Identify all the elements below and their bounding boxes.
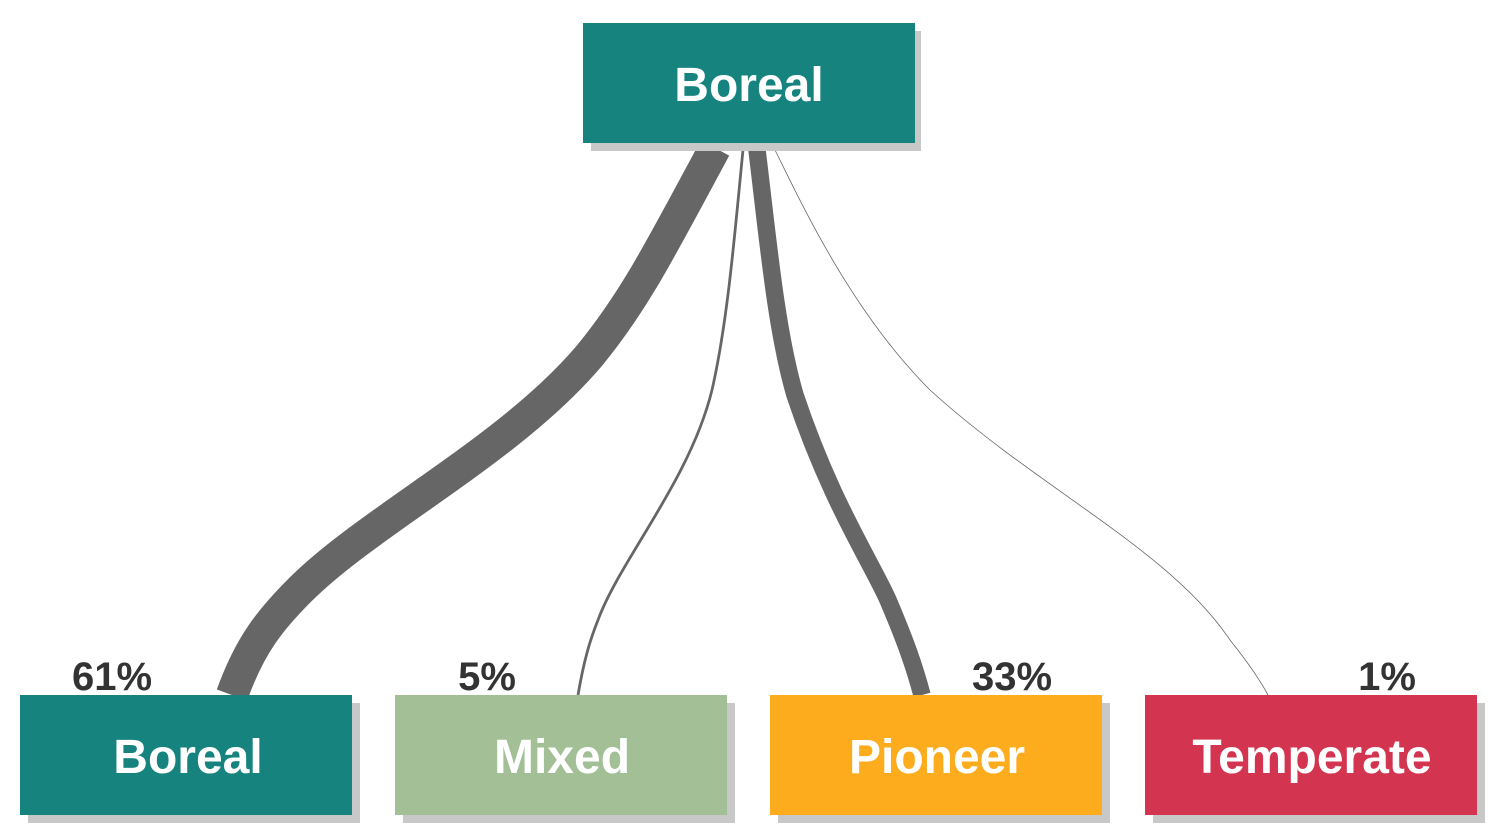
flow-to-pioneer	[748, 148, 931, 698]
percent-label-boreal: 61%	[72, 655, 152, 699]
percent-label-temperate: 1%	[1358, 655, 1416, 699]
child-node-pioneer[interactable]: Pioneer 33%	[770, 655, 1110, 823]
percent-label-pioneer: 33%	[972, 655, 1052, 699]
child-node-mixed[interactable]: Mixed 5%	[395, 655, 735, 823]
child-node-boreal[interactable]: Boreal 61%	[20, 655, 360, 823]
child-node-boreal-label: Boreal	[113, 731, 262, 784]
child-node-pioneer-box[interactable]	[770, 695, 1102, 815]
flow-to-boreal	[216, 140, 730, 701]
root-node-label: Boreal	[674, 59, 823, 112]
child-node-pioneer-label: Pioneer	[849, 731, 1025, 784]
flows	[216, 140, 1269, 701]
root-node[interactable]: Boreal	[583, 23, 921, 151]
child-node-mixed-label: Mixed	[494, 731, 630, 784]
child-node-temperate-box[interactable]	[1145, 695, 1477, 815]
child-node-boreal-box[interactable]	[20, 695, 352, 815]
flow-to-temperate	[774, 149, 1269, 696]
child-node-temperate-label: Temperate	[1192, 731, 1431, 784]
percent-label-mixed: 5%	[458, 655, 516, 699]
child-node-mixed-box[interactable]	[395, 695, 727, 815]
flow-to-mixed	[576, 149, 745, 696]
root-node-box[interactable]	[583, 23, 915, 143]
child-node-temperate[interactable]: Temperate 1%	[1145, 655, 1485, 823]
